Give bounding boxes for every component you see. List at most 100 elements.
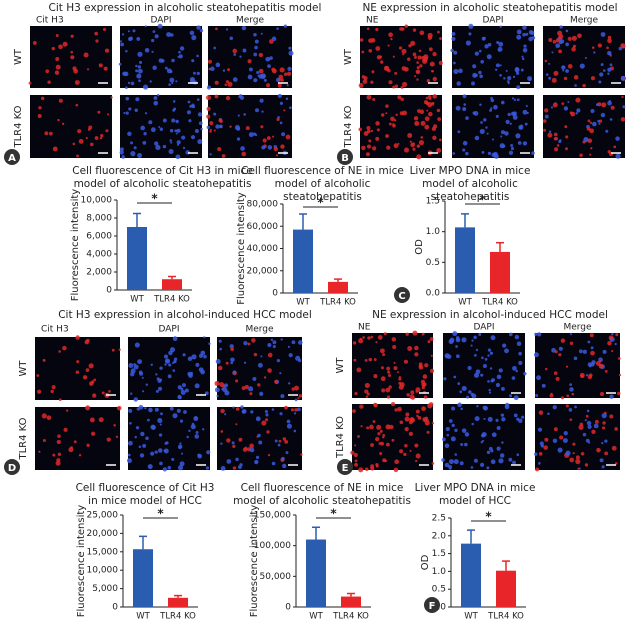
cell-dot — [618, 46, 623, 51]
cell-dot — [511, 97, 514, 100]
cell-dot — [157, 23, 163, 29]
cell-dot — [455, 336, 460, 340]
cell-dot — [574, 84, 577, 87]
cell-dot — [62, 41, 68, 47]
cell-dot — [140, 125, 146, 131]
cell-dot — [366, 27, 370, 31]
cell-dot — [379, 55, 383, 59]
y-tick-label: 1.5 — [432, 549, 446, 559]
cell-dot — [352, 341, 357, 345]
cell-dot — [427, 340, 431, 344]
significance-mark: * — [479, 193, 486, 207]
cell-dot — [404, 24, 408, 28]
cell-dot — [61, 122, 65, 125]
y-axis-label: Fluorescence intensity — [236, 192, 247, 304]
cell-dot — [472, 72, 478, 78]
cell-dot — [519, 126, 522, 129]
cell-dot — [553, 70, 559, 76]
cell-dot — [220, 466, 226, 471]
cell-dot — [179, 419, 184, 423]
cell-dot — [544, 114, 549, 119]
error-bar — [461, 213, 469, 228]
cell-dot — [279, 372, 282, 375]
cell-dot — [276, 358, 281, 363]
cell-dot — [267, 343, 272, 348]
cell-dot — [379, 451, 383, 456]
cell-dot — [235, 423, 238, 426]
cell-dot — [610, 105, 615, 110]
cell-dot — [159, 461, 163, 466]
y-tick-label: 20,000 — [247, 266, 279, 276]
cell-dot — [215, 62, 221, 68]
cell-dot — [463, 103, 467, 106]
y-tick-label: 0 — [106, 286, 112, 296]
cell-dot — [38, 450, 41, 453]
cell-dot — [607, 150, 611, 154]
cell-dot — [263, 78, 267, 82]
cell-dot — [157, 93, 160, 97]
cell-dot — [520, 68, 524, 72]
cell-dot — [298, 394, 303, 398]
cell-dot — [258, 68, 264, 74]
cell-dot — [474, 51, 479, 56]
cell-dot — [609, 414, 614, 419]
cell-dot — [607, 67, 612, 72]
cell-dot — [488, 388, 491, 392]
cell-dot — [256, 460, 259, 463]
row-label: WT — [335, 357, 346, 374]
cell-dot — [472, 64, 477, 69]
y-tick-label: 0 — [285, 603, 291, 613]
error-bar — [133, 212, 141, 227]
cell-dot — [380, 113, 385, 117]
cell-dot — [559, 25, 563, 29]
cell-dot — [364, 389, 369, 394]
cell-dot — [239, 55, 242, 58]
cell-dot — [37, 389, 42, 394]
y-tick-label: 6,000 — [86, 232, 112, 242]
y-tick-label: 0.5 — [432, 585, 446, 595]
cell-dot — [267, 453, 271, 457]
cell-dot — [148, 407, 153, 413]
cell-dot — [522, 47, 528, 53]
cell-dot — [565, 42, 569, 47]
cell-dot — [238, 95, 241, 99]
cell-dot — [361, 50, 365, 54]
y-tick-label: 50,000 — [260, 572, 292, 582]
cell-dot — [467, 365, 472, 371]
cell-dot — [555, 376, 560, 381]
cell-dot — [206, 106, 211, 111]
cell-dot — [219, 347, 222, 351]
cell-dot — [592, 121, 597, 127]
cell-dot — [393, 361, 396, 364]
cell-dot — [599, 72, 604, 77]
cell-dot — [230, 361, 234, 365]
cell-dot — [482, 363, 487, 369]
cell-dot — [448, 459, 454, 465]
cell-dot — [213, 46, 216, 50]
cell-dot — [487, 354, 490, 357]
cell-dot — [451, 32, 456, 36]
cell-dot — [75, 370, 80, 374]
cell-dot — [410, 40, 416, 46]
cell-dot — [248, 132, 254, 138]
cell-dot — [144, 406, 147, 410]
cell-dot — [194, 383, 200, 389]
chart-title: Cell fluorescence of NE in mice model of… — [241, 165, 404, 203]
cell-dot — [587, 138, 593, 144]
cell-dot — [417, 55, 422, 60]
cell-dot — [146, 418, 150, 422]
cell-dot — [385, 424, 391, 430]
chart-title: Cell fluorescence of Cit H3 in mice mode… — [72, 165, 253, 190]
cell-dot — [486, 466, 490, 470]
cell-dot — [427, 102, 433, 108]
cell-dot — [37, 113, 42, 119]
cell-dot — [458, 68, 463, 74]
cell-dot — [465, 116, 469, 120]
micrograph — [30, 95, 112, 158]
cell-dot — [462, 94, 467, 99]
cell-dot — [490, 379, 494, 383]
cell-dot — [375, 46, 381, 51]
cell-dot — [235, 379, 239, 383]
cell-dot — [582, 432, 587, 437]
y-tick-label: 10,000 — [81, 196, 113, 206]
